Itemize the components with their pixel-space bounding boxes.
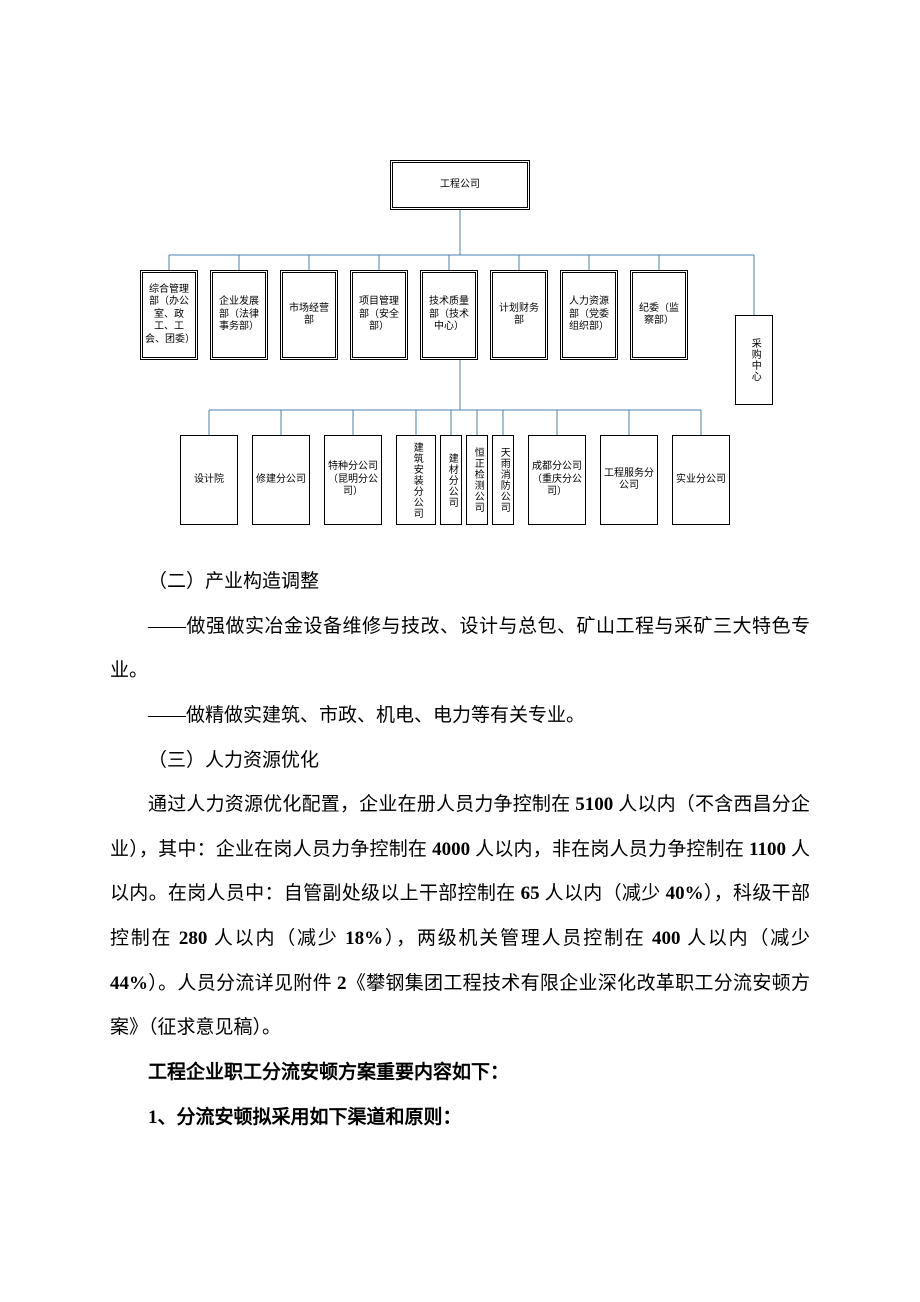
- document-body: （二）产业构造调整 ——做强做实冶金设备维修与技改、设计与总包、矿山工程与采矿三…: [110, 560, 810, 1140]
- org-node: 纪委（监察部）: [630, 270, 688, 360]
- text-number: 44%: [110, 973, 148, 994]
- org-node: 成都分公司（重庆分公司）: [528, 435, 586, 525]
- text-run: 通过人力资源优化配置，企业在册人员力争控制在: [148, 794, 575, 815]
- text-run: ）。人员分流详见附件: [148, 973, 337, 994]
- paragraph: 通过人力资源优化配置，企业在册人员力争控制在 5100 人以内（不含西昌分企业）…: [110, 783, 810, 1051]
- text-run: 人以内，非在岗人员力争控制在: [470, 839, 749, 860]
- heading-2: （二）产业构造调整: [110, 560, 810, 605]
- paragraph: ——做强做实冶金设备维修与技改、设计与总包、矿山工程与采矿三大特色专业。: [110, 605, 810, 694]
- paragraph: 1、分流安顿拟采用如下渠道和原则：: [110, 1096, 810, 1141]
- paragraph: 工程企业职工分流安顿方案重要内容如下：: [110, 1051, 810, 1096]
- org-node: 企业发展部（法律事务部）: [210, 270, 268, 360]
- text-number: 5100: [575, 794, 613, 815]
- org-node: 技术质量部（技术中心）: [420, 270, 478, 360]
- org-chart: 工程公司综合管理部（办公室、政工、工会、团委）企业发展部（法律事务部）市场经营部…: [140, 160, 780, 530]
- text-run: ），两级机关管理人员控制在: [383, 928, 652, 949]
- text-number: 400: [652, 928, 681, 949]
- text-number: 40%: [666, 883, 704, 904]
- heading-3: （三）人力资源优化: [110, 739, 810, 784]
- org-node: 市场经营部: [280, 270, 338, 360]
- org-node: 建材分公司: [440, 435, 462, 525]
- text-number: 65: [521, 883, 540, 904]
- org-node: 人力资源部（党委组织部）: [560, 270, 618, 360]
- text-number: 2: [337, 973, 347, 994]
- org-node: 工程公司: [390, 160, 530, 210]
- text-run: 人以内（减少: [540, 883, 666, 904]
- org-node: 修建分公司: [252, 435, 310, 525]
- org-node: 计划财务部: [490, 270, 548, 360]
- org-node: 建筑安装分公司: [396, 435, 436, 525]
- org-node: 实业分公司: [672, 435, 730, 525]
- org-node: 项目管理部（安全部）: [350, 270, 408, 360]
- org-node: 恒正检测公司: [466, 435, 488, 525]
- org-node: 采购中心: [735, 315, 773, 405]
- text-number: 18%: [345, 928, 383, 949]
- paragraph: ——做精做实建筑、市政、机电、电力等有关专业。: [110, 694, 810, 739]
- text-number: 1100: [749, 839, 786, 860]
- text-run: 人以内（减少: [681, 928, 810, 949]
- org-node: 特种分公司（昆明分公司）: [324, 435, 382, 525]
- org-node: 设计院: [180, 435, 238, 525]
- org-node: 天雨消防公司: [492, 435, 514, 525]
- org-node: 工程服务分公司: [600, 435, 658, 525]
- text-number: 280: [179, 928, 208, 949]
- text-run: 人以内（减少: [207, 928, 345, 949]
- text-number: 4000: [432, 839, 470, 860]
- org-node: 综合管理部（办公室、政工、工会、团委）: [140, 270, 198, 360]
